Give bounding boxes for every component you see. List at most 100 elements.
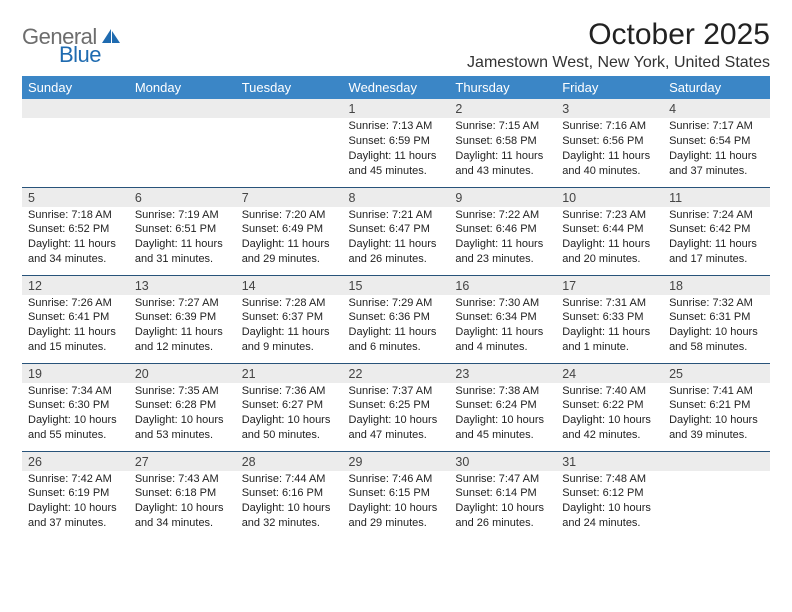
day-details: Sunrise: 7:44 AMSunset: 6:16 PMDaylight:… [236, 471, 343, 533]
calendar-day-cell: 20Sunrise: 7:35 AMSunset: 6:28 PMDayligh… [129, 363, 236, 451]
sunrise-line: Sunrise: 7:13 AM [349, 120, 433, 132]
weekday-header: Thursday [449, 76, 556, 99]
sunset-line: Sunset: 6:37 PM [242, 311, 323, 323]
sunrise-line: Sunrise: 7:20 AM [242, 209, 326, 221]
daylight-line: Daylight: 11 hours and 40 minutes. [562, 150, 650, 177]
day-number: 13 [129, 276, 236, 295]
sunrise-line: Sunrise: 7:48 AM [562, 473, 646, 485]
day-details: Sunrise: 7:22 AMSunset: 6:46 PMDaylight:… [449, 207, 556, 269]
day-details: Sunrise: 7:32 AMSunset: 6:31 PMDaylight:… [663, 295, 770, 357]
calendar-week-row: 5Sunrise: 7:18 AMSunset: 6:52 PMDaylight… [22, 187, 770, 275]
calendar-day-cell: 21Sunrise: 7:36 AMSunset: 6:27 PMDayligh… [236, 363, 343, 451]
sunrise-line: Sunrise: 7:41 AM [669, 385, 753, 397]
daylight-line: Daylight: 11 hours and 6 minutes. [349, 326, 437, 353]
daylight-line: Daylight: 11 hours and 37 minutes. [669, 150, 757, 177]
daylight-line: Daylight: 10 hours and 58 minutes. [669, 326, 758, 353]
day-number: 4 [663, 99, 770, 118]
calendar-day-cell: 18Sunrise: 7:32 AMSunset: 6:31 PMDayligh… [663, 275, 770, 363]
calendar-table: SundayMondayTuesdayWednesdayThursdayFrid… [22, 76, 770, 539]
sunset-line: Sunset: 6:21 PM [669, 399, 750, 411]
weekday-header: Friday [556, 76, 663, 99]
day-number: 20 [129, 364, 236, 383]
sunrise-line: Sunrise: 7:15 AM [455, 120, 539, 132]
sunrise-line: Sunrise: 7:17 AM [669, 120, 753, 132]
day-details: Sunrise: 7:17 AM Sunset: 6:54 PM Daylight:… [663, 118, 770, 180]
day-details: Sunrise: 7:36 AMSunset: 6:27 PMDaylight:… [236, 383, 343, 445]
calendar-day-cell: 26Sunrise: 7:42 AMSunset: 6:19 PMDayligh… [22, 451, 129, 539]
sunset-line: Sunset: 6:16 PM [242, 487, 323, 499]
daylight-line: Daylight: 11 hours and 20 minutes. [562, 238, 650, 265]
day-number: 19 [22, 364, 129, 383]
calendar-day-cell: 19Sunrise: 7:34 AMSunset: 6:30 PMDayligh… [22, 363, 129, 451]
daylight-line: Daylight: 10 hours and 55 minutes. [28, 414, 117, 441]
daylight-line: Daylight: 11 hours and 1 minute. [562, 326, 650, 353]
day-details: Sunrise: 7:27 AMSunset: 6:39 PMDaylight:… [129, 295, 236, 357]
day-number: 27 [129, 452, 236, 471]
weekday-header: Tuesday [236, 76, 343, 99]
calendar-page: General October 2025 Jamestown West, New… [0, 0, 792, 549]
sunrise-line: Sunrise: 7:24 AM [669, 209, 753, 221]
day-number: 28 [236, 452, 343, 471]
day-number: 9 [449, 188, 556, 207]
calendar-day-cell: 5Sunrise: 7:18 AMSunset: 6:52 PMDaylight… [22, 187, 129, 275]
day-number: 5 [22, 188, 129, 207]
sunrise-line: Sunrise: 7:18 AM [28, 209, 112, 221]
calendar-day-cell: 15Sunrise: 7:29 AMSunset: 6:36 PMDayligh… [343, 275, 450, 363]
calendar-week-row: 1Sunrise: 7:13 AMSunset: 6:59 PMDaylight… [22, 99, 770, 187]
sunrise-line: Sunrise: 7:16 AM [562, 120, 646, 132]
daylight-line: Daylight: 11 hours and 9 minutes. [242, 326, 330, 353]
day-details: Sunrise: 7:48 AM Sunset: 6:12 PM Daylight:… [556, 471, 663, 533]
daylight-line: Daylight: 10 hours and 50 minutes. [242, 414, 331, 441]
day-number: 14 [236, 276, 343, 295]
sunset-line: Sunset: 6:56 PM [562, 135, 643, 147]
sunrise-line: Sunrise: 7:23 AM [562, 209, 646, 221]
sunset-line: Sunset: 6:59 PM [349, 135, 430, 147]
sunset-line: Sunset: 6:27 PM [242, 399, 323, 411]
empty-day [236, 99, 343, 118]
sunset-line: Sunset: 6:18 PM [135, 487, 216, 499]
day-number: 11 [663, 188, 770, 207]
sunset-line: Sunset: 6:12 PM [562, 487, 643, 499]
sunset-line: Sunset: 6:51 PM [135, 223, 216, 235]
calendar-day-cell: 25Sunrise: 7:41 AMSunset: 6:21 PMDayligh… [663, 363, 770, 451]
day-details: Sunrise: 7:41 AMSunset: 6:21 PMDaylight:… [663, 383, 770, 445]
daylight-line: Daylight: 11 hours and 34 minutes. [28, 238, 116, 265]
weekday-header: Wednesday [343, 76, 450, 99]
calendar-day-cell: 7Sunrise: 7:20 AMSunset: 6:49 PMDaylight… [236, 187, 343, 275]
sunrise-line: Sunrise: 7:38 AM [455, 385, 539, 397]
calendar-day-cell: 14Sunrise: 7:28 AMSunset: 6:37 PMDayligh… [236, 275, 343, 363]
sunset-line: Sunset: 6:14 PM [455, 487, 536, 499]
daylight-line: Daylight: 10 hours and 32 minutes. [242, 502, 331, 529]
sunset-line: Sunset: 6:19 PM [28, 487, 109, 499]
day-number: 24 [556, 364, 663, 383]
day-number: 30 [449, 452, 556, 471]
daylight-line: Daylight: 10 hours and 29 minutes. [349, 502, 438, 529]
daylight-line: Daylight: 11 hours and 26 minutes. [349, 238, 437, 265]
location-text: Jamestown West, New York, United States [467, 54, 770, 72]
day-details: Sunrise: 7:19 AMSunset: 6:51 PMDaylight:… [129, 207, 236, 269]
sunrise-line: Sunrise: 7:37 AM [349, 385, 433, 397]
sunset-line: Sunset: 6:54 PM [669, 135, 750, 147]
day-number: 22 [343, 364, 450, 383]
sunrise-line: Sunrise: 7:42 AM [28, 473, 112, 485]
empty-day [129, 99, 236, 118]
empty-day [663, 452, 770, 471]
weekday-header: Monday [129, 76, 236, 99]
calendar-week-row: 12Sunrise: 7:26 AMSunset: 6:41 PMDayligh… [22, 275, 770, 363]
sunrise-line: Sunrise: 7:22 AM [455, 209, 539, 221]
calendar-body: 1Sunrise: 7:13 AMSunset: 6:59 PMDaylight… [22, 99, 770, 539]
daylight-line: Daylight: 11 hours and 43 minutes. [455, 150, 543, 177]
calendar-day-cell: 27Sunrise: 7:43 AMSunset: 6:18 PMDayligh… [129, 451, 236, 539]
daylight-line: Daylight: 10 hours and 45 minutes. [455, 414, 544, 441]
day-details: Sunrise: 7:43 AMSunset: 6:18 PMDaylight:… [129, 471, 236, 533]
calendar-day-cell: 24Sunrise: 7:40 AMSunset: 6:22 PMDayligh… [556, 363, 663, 451]
calendar-day-cell: 30Sunrise: 7:47 AMSunset: 6:14 PMDayligh… [449, 451, 556, 539]
day-details: Sunrise: 7:24 AMSunset: 6:42 PMDaylight:… [663, 207, 770, 269]
calendar-day-cell: 13Sunrise: 7:27 AMSunset: 6:39 PMDayligh… [129, 275, 236, 363]
daylight-line: Daylight: 11 hours and 17 minutes. [669, 238, 757, 265]
day-number: 31 [556, 452, 663, 471]
sunset-line: Sunset: 6:31 PM [669, 311, 750, 323]
daylight-line: Daylight: 10 hours and 24 minutes. [562, 502, 651, 529]
day-number: 12 [22, 276, 129, 295]
day-details: Sunrise: 7:18 AMSunset: 6:52 PMDaylight:… [22, 207, 129, 269]
